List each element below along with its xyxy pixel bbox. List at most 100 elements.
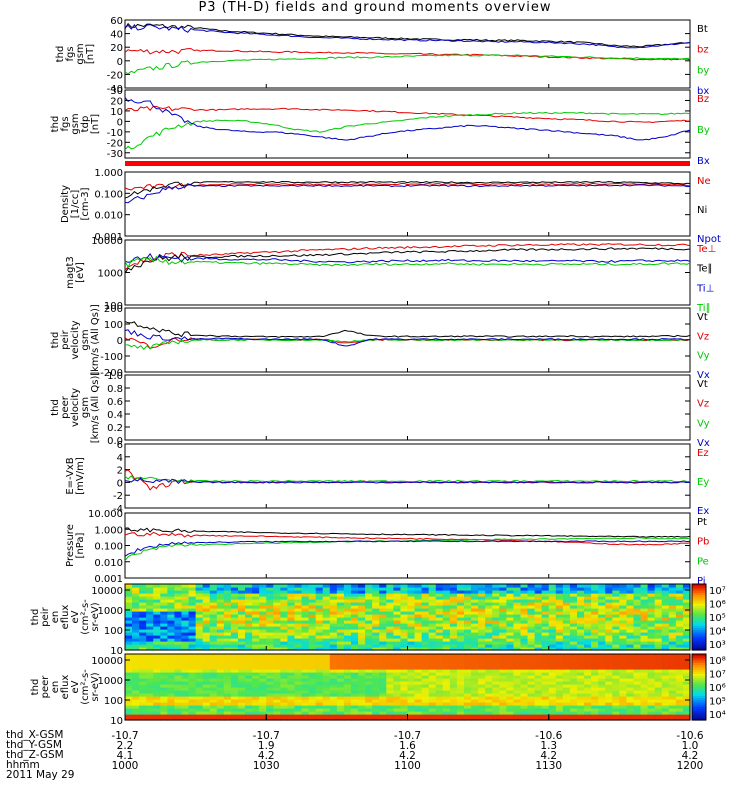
heatmap-cell (591, 672, 599, 676)
y-axis-label: thd (55, 46, 66, 63)
heatmap-cell (393, 669, 402, 673)
heatmap-cell (654, 705, 663, 709)
heatmap-cell (548, 669, 557, 673)
heatmap-cell (668, 684, 677, 688)
heatmap-cell (506, 584, 515, 588)
heatmap-cell (358, 687, 366, 691)
heatmap-cell (675, 614, 684, 618)
heatmap-cell (464, 717, 472, 721)
heatmap-cell (435, 681, 444, 685)
heatmap-cell (605, 641, 613, 645)
heatmap-cell (195, 681, 204, 685)
heatmap-cell (428, 584, 437, 588)
heatmap-cell (661, 705, 670, 709)
heatmap-cell (139, 690, 147, 694)
heatmap-cell (216, 687, 225, 691)
heatmap-cell (238, 608, 246, 612)
heatmap-cell (146, 605, 154, 609)
heatmap-cell (640, 644, 649, 648)
heatmap-cell (506, 696, 515, 700)
heatmap-cell (612, 617, 620, 621)
heatmap-cell (343, 605, 352, 609)
heatmap-cell (202, 699, 211, 703)
heatmap-cell (216, 608, 225, 612)
heatmap-cell (343, 660, 352, 664)
heatmap-cell (633, 605, 642, 609)
heatmap-cell (647, 647, 656, 651)
heatmap-cell (315, 684, 324, 688)
heatmap-cell (343, 702, 352, 706)
heatmap-cell (633, 666, 642, 670)
heatmap-cell (160, 626, 168, 630)
heatmap-cell (301, 693, 310, 697)
heatmap-cell (245, 623, 253, 627)
heatmap-cell (548, 608, 557, 612)
heatmap-cell (464, 669, 472, 673)
heatmap-cell (449, 602, 458, 606)
heatmap-cell (315, 681, 324, 685)
heatmap-cell (259, 623, 267, 627)
heatmap-cell (294, 596, 303, 600)
colorbar-segment (692, 702, 706, 706)
heatmap-cell (358, 644, 366, 648)
heatmap-cell (682, 626, 691, 630)
heatmap-cell (188, 620, 197, 624)
heatmap-cell (351, 660, 359, 664)
heatmap-cell (301, 669, 310, 673)
heatmap-cell (471, 626, 479, 630)
heatmap-cell (619, 644, 628, 648)
heatmap-cell (562, 702, 571, 706)
heatmap-cell (414, 644, 423, 648)
heatmap-cell (188, 605, 197, 609)
heatmap-cell (577, 669, 585, 673)
heatmap-cell (315, 629, 324, 633)
heatmap-cell (273, 681, 281, 685)
heatmap-cell (619, 626, 628, 630)
heatmap-cell (153, 654, 161, 658)
heatmap-cell (555, 684, 564, 688)
heatmap-cell (471, 690, 479, 694)
heatmap-cell (541, 632, 550, 636)
heatmap-cell (308, 587, 317, 591)
legend-entry: Pb (697, 537, 709, 548)
heatmap-cell (195, 660, 204, 664)
heatmap-cell (386, 629, 394, 633)
heatmap-cell (372, 705, 380, 709)
heatmap-cell (202, 647, 211, 651)
heatmap-cell (174, 657, 183, 661)
x-row-label: thd_X-GSM (6, 729, 64, 741)
heatmap-cell (223, 626, 232, 630)
heatmap-cell (167, 678, 176, 682)
heatmap-cell (499, 635, 507, 639)
heatmap-cell (428, 602, 437, 606)
heatmap-cell (449, 620, 458, 624)
heatmap-cell (534, 629, 543, 633)
heatmap-cell (471, 608, 479, 612)
heatmap-cell (188, 666, 197, 670)
y-tick-label: 0 (117, 336, 123, 347)
heatmap-cell (527, 672, 536, 676)
heatmap-cell (640, 629, 649, 633)
heatmap-cell (372, 584, 380, 588)
heatmap-cell (605, 672, 613, 676)
heatmap-cell (513, 684, 522, 688)
heatmap-cell (273, 644, 281, 648)
heatmap-cell (464, 584, 472, 588)
heatmap-cell (675, 647, 684, 651)
heatmap-cell (626, 678, 635, 682)
heatmap-cell (301, 663, 310, 667)
heatmap-cell (336, 672, 345, 676)
heatmap-cell (661, 681, 670, 685)
heatmap-cell (449, 675, 458, 679)
heatmap-cell (379, 590, 387, 594)
heatmap-cell (640, 690, 649, 694)
heatmap-cell (230, 663, 239, 667)
heatmap-cell (125, 623, 133, 627)
heatmap-cell (167, 599, 176, 603)
heatmap-cell (209, 708, 218, 712)
heatmap-cell (230, 705, 239, 709)
heatmap-cell (555, 590, 564, 594)
heatmap-cell (555, 672, 564, 676)
heatmap-cell (336, 657, 345, 661)
heatmap-cell (343, 687, 352, 691)
